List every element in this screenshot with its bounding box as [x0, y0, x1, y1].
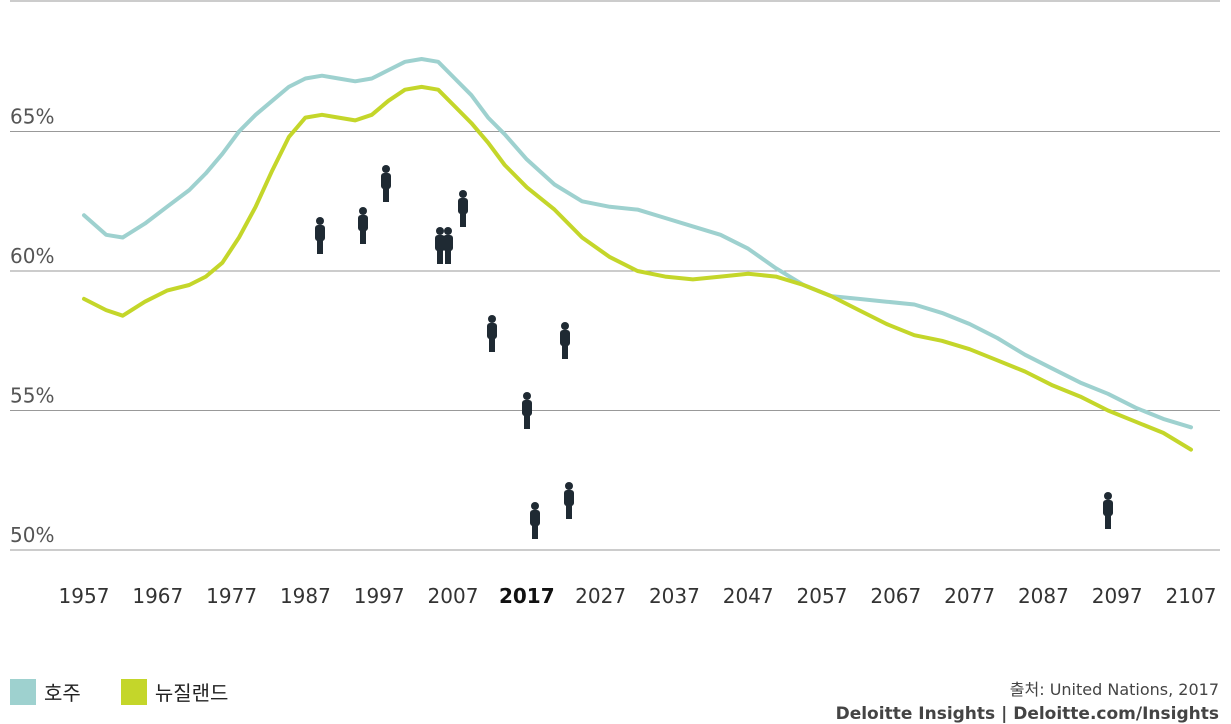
source-text: : United Nations, 2017 [1039, 680, 1219, 699]
line-chart: 50% 55% 60% 65% 1957 1967 1977 1987 1997 2007 2017… [10, 0, 1220, 608]
source-block: 출처: United Nations, 2017 Deloitte Insigh… [836, 676, 1219, 724]
person-figure [443, 227, 453, 264]
x-tick-label: 2047 [723, 584, 774, 608]
source-line: 출처: United Nations, 2017 [836, 676, 1219, 700]
person-figure [522, 392, 532, 429]
x-tick-label: 1977 [206, 584, 257, 608]
legend-label-au: 호주 [44, 681, 81, 705]
person-figure [358, 207, 368, 244]
x-tick-label: 1997 [354, 584, 405, 608]
x-tick-label: 1987 [280, 584, 331, 608]
legend: 호주 뉴질랜드 [10, 677, 268, 706]
person-figure [564, 482, 574, 519]
legend-label-nz: 뉴질랜드 [154, 681, 229, 705]
x-tick-label: 2097 [1092, 584, 1143, 608]
legend-item-nz: 뉴질랜드 [120, 677, 229, 706]
x-tick-label: 2027 [575, 584, 626, 608]
person-figure [435, 227, 445, 264]
legend-swatch-nz [120, 678, 147, 705]
x-tick-label: 2017 [499, 584, 555, 608]
person-figure [1103, 492, 1113, 529]
person-figure [487, 315, 497, 352]
x-tick-label: 2037 [649, 584, 700, 608]
person-figure [381, 165, 391, 202]
y-tick-label: 50% [10, 523, 54, 547]
x-tick-label: 2107 [1166, 584, 1217, 608]
x-tick-label: 2087 [1018, 584, 1069, 608]
person-figure [315, 217, 325, 254]
x-tick-label: 2007 [428, 584, 479, 608]
legend-swatch-au [10, 678, 36, 705]
series-line-1 [82, 84, 1193, 452]
x-tick-label: 1967 [132, 584, 183, 608]
series-line-0 [82, 57, 1193, 430]
x-tick-label: 2067 [870, 584, 921, 608]
x-tick-label: 2077 [944, 584, 995, 608]
y-tick-label: 65% [10, 105, 54, 129]
y-tick-label: 55% [10, 384, 54, 408]
person-figure [560, 322, 570, 359]
person-figure [530, 502, 540, 539]
brand-line: Deloitte Insights | Deloitte.com/Insight… [835, 704, 1219, 724]
x-tick-label: 1957 [59, 584, 110, 608]
x-tick-label: 2057 [797, 584, 848, 608]
source-prefix: 출처 [1009, 680, 1040, 699]
person-figure [458, 190, 468, 227]
y-tick-label: 60% [10, 244, 54, 268]
legend-item-au: 호주 [10, 677, 81, 706]
